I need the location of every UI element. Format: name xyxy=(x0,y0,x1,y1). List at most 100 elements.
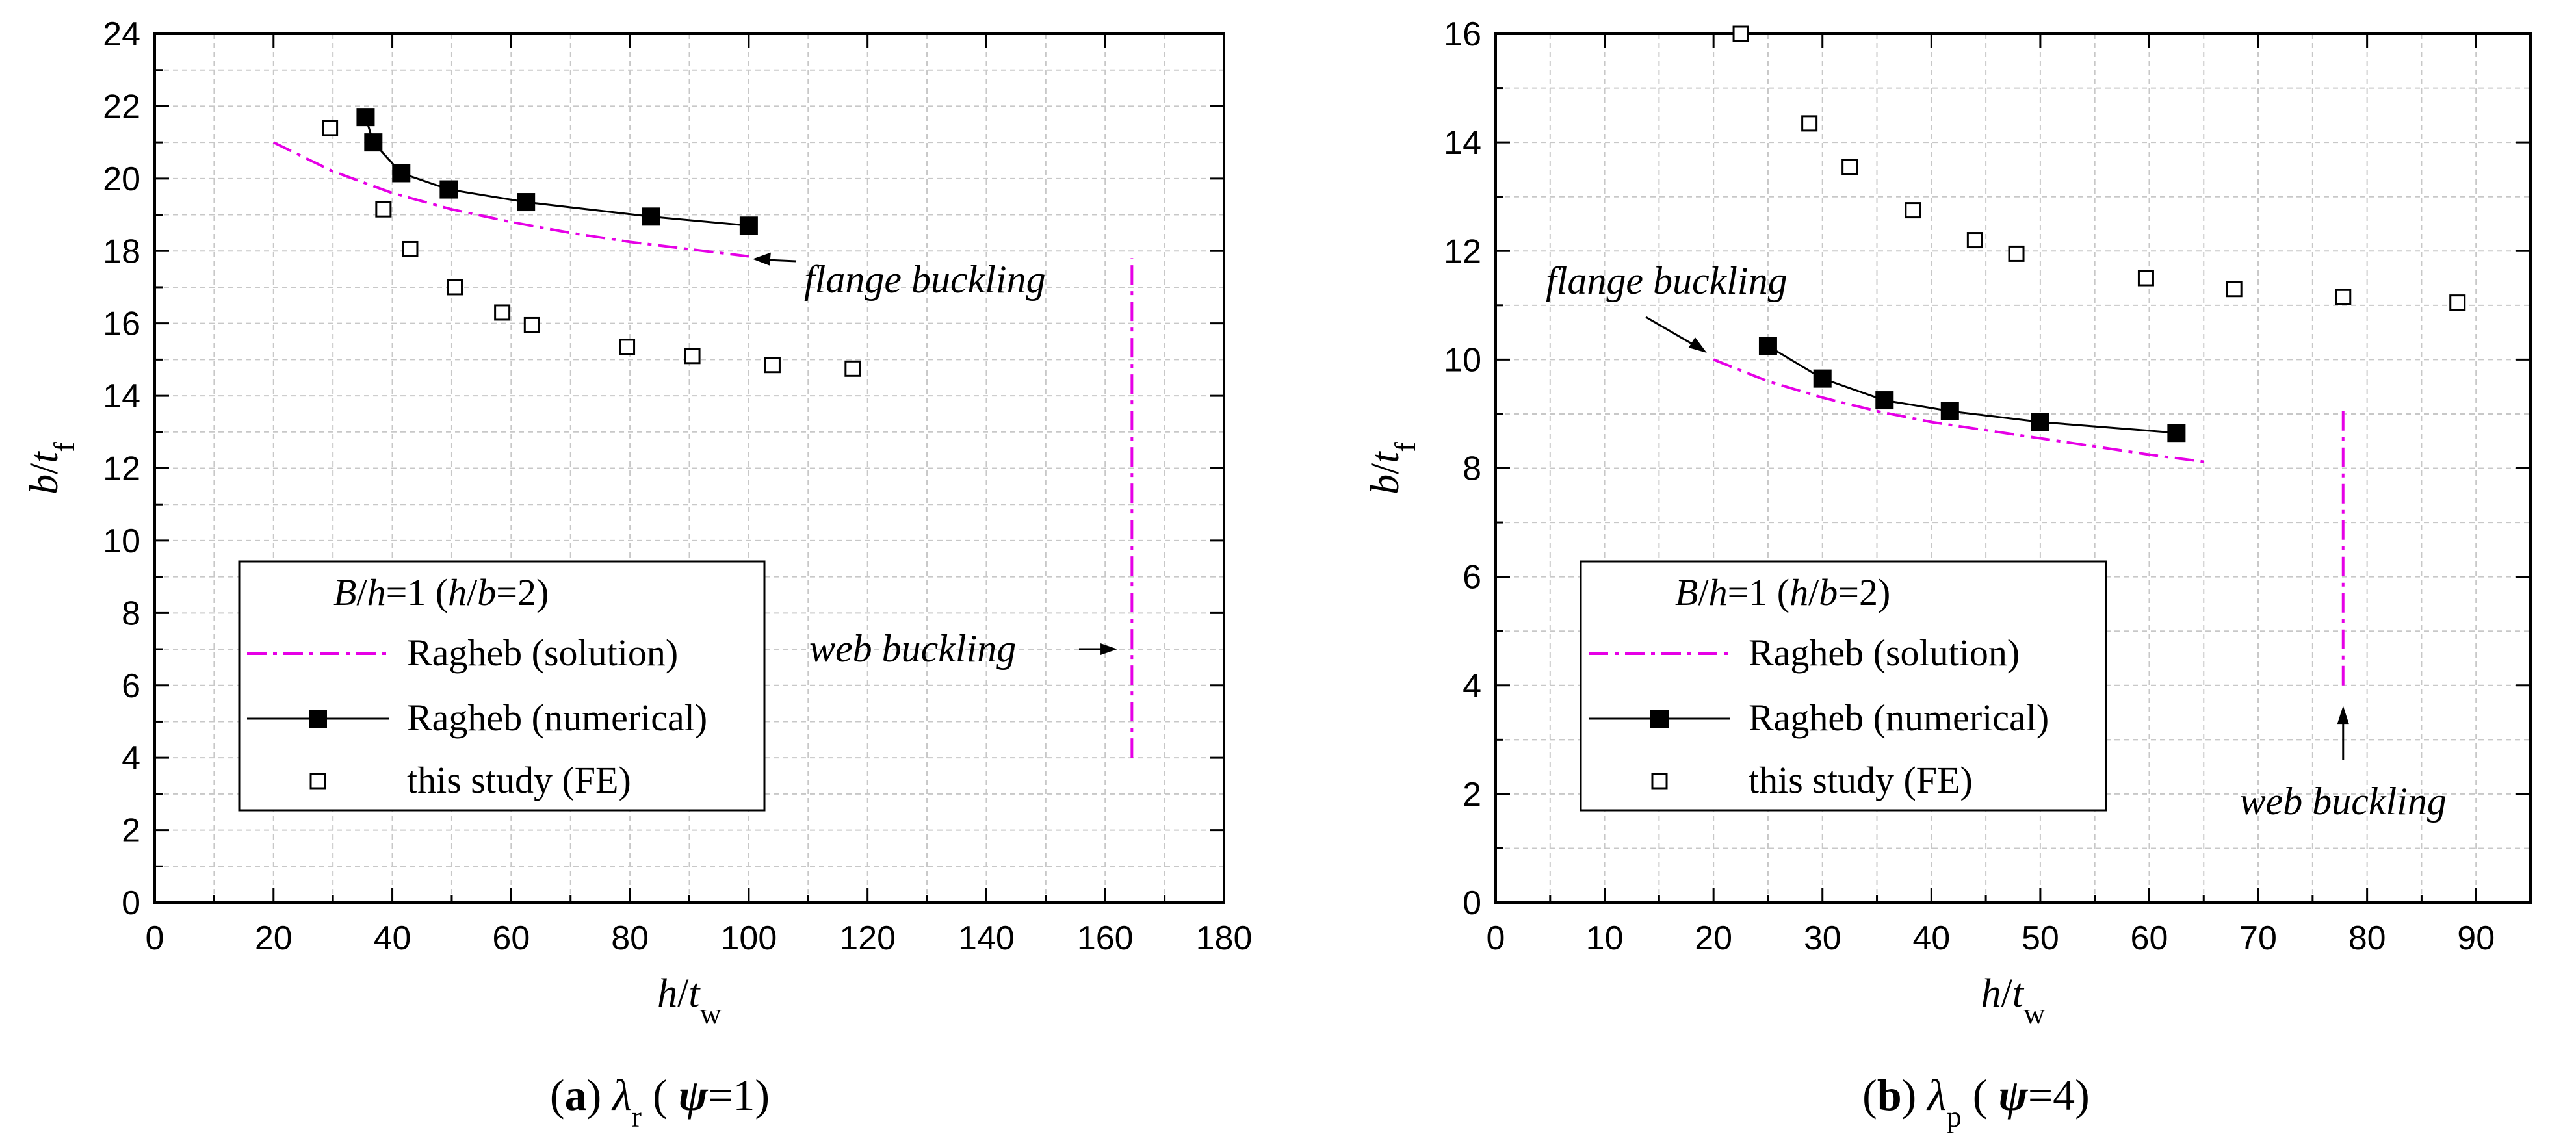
y-axis-title: b/tf xyxy=(22,441,81,494)
point-this-study-fe xyxy=(1801,115,1818,132)
point-this-study-fe xyxy=(2008,245,2025,262)
annotation-arrow xyxy=(1645,316,1697,348)
x-tick-label: 160 xyxy=(1077,919,1134,957)
y-tick-label: 12 xyxy=(1444,233,1481,270)
y-tick-label: 10 xyxy=(103,522,140,560)
point-ragheb-numerical xyxy=(642,207,660,226)
legend-entry: Ragheb (numerical) xyxy=(1749,697,2049,739)
legend-entry: Ragheb (numerical) xyxy=(407,697,707,739)
point-ragheb-numerical xyxy=(1758,337,1777,355)
y-tick-label: 2 xyxy=(1463,776,1481,814)
point-this-study-fe xyxy=(1966,232,1983,249)
y-tick-label: 8 xyxy=(1463,450,1481,488)
y-tick-label: 2 xyxy=(122,812,140,850)
series-ragheb-solution xyxy=(272,141,749,258)
y-tick-label: 4 xyxy=(122,739,140,777)
annotation-flange-buckling: flange buckling xyxy=(1546,259,1788,302)
x-tick-label: 80 xyxy=(2348,919,2386,957)
point-this-study-fe xyxy=(523,316,540,333)
y-tick-label: 0 xyxy=(1463,884,1481,922)
point-ragheb-numerical xyxy=(517,193,536,212)
panel-caption: (a) λr ( ψ=1) xyxy=(550,1070,770,1133)
point-this-study-fe xyxy=(402,240,419,257)
y-tick-label: 6 xyxy=(122,667,140,705)
point-this-study-fe xyxy=(2226,281,2243,298)
y-tick-label: 14 xyxy=(1444,124,1481,162)
legend-marker-numerical xyxy=(309,710,327,728)
y-tick-label: 16 xyxy=(103,305,140,343)
x-tick-label: 40 xyxy=(374,919,411,957)
legend-entry: Ragheb (solution) xyxy=(407,632,678,674)
point-this-study-fe xyxy=(2449,294,2466,311)
annotation-flange-buckling: flange buckling xyxy=(804,258,1046,301)
legend-title: B/h=1 (h/b=2) xyxy=(333,571,549,613)
point-this-study-fe xyxy=(2137,270,2154,287)
point-this-study-fe xyxy=(684,348,701,365)
x-tick-label: 70 xyxy=(2239,919,2277,957)
point-this-study-fe xyxy=(447,279,463,296)
chart-panel-b: 0 10 20 30 40 50 60 70 80 90 0 2 4 6 8 10 12 14 16 h/tw b/tf… xyxy=(1363,16,2532,1133)
point-ragheb-numerical xyxy=(1940,402,1959,420)
annotation-web-buckling: web buckling xyxy=(809,627,1016,670)
legend-box xyxy=(1580,560,2107,812)
x-tick-label: 100 xyxy=(721,919,777,957)
point-this-study-fe xyxy=(1905,202,1921,219)
x-tick-label: 60 xyxy=(492,919,530,957)
point-ragheb-numerical xyxy=(439,180,458,199)
annotation-arrowhead xyxy=(1100,643,1118,656)
point-this-study-fe xyxy=(375,201,392,218)
point-this-study-fe xyxy=(1841,159,1858,175)
annotation-arrowhead xyxy=(1688,337,1707,353)
x-tick-label: 0 xyxy=(1487,919,1505,957)
y-tick-label: 24 xyxy=(103,16,140,53)
y-tick-label: 4 xyxy=(1463,667,1481,705)
x-tick-label: 140 xyxy=(958,919,1015,957)
legend: B/h=1 (h/b=2) Ragheb (solution) Ragheb (nu… xyxy=(238,560,766,812)
y-tick-label: 14 xyxy=(103,378,140,415)
point-ragheb-numerical xyxy=(364,133,383,152)
point-this-study-fe xyxy=(1732,25,1749,42)
annotation-arrowhead xyxy=(752,252,771,266)
legend-entry: Ragheb (solution) xyxy=(1749,632,2020,674)
x-tick-label: 60 xyxy=(2131,919,2168,957)
series-ragheb-numerical xyxy=(364,116,749,227)
point-this-study-fe xyxy=(764,357,781,374)
point-ragheb-numerical xyxy=(1875,391,1894,410)
point-this-study-fe xyxy=(619,339,636,355)
y-axis-title: b/tf xyxy=(1363,441,1422,494)
legend-entry: this study (FE) xyxy=(1749,759,1973,801)
series-ragheb-solution xyxy=(1713,358,2204,463)
point-ragheb-numerical xyxy=(2031,413,2049,431)
x-tick-label: 90 xyxy=(2457,919,2495,957)
y-tick-label: 0 xyxy=(122,884,140,922)
legend-title: B/h=1 (h/b=2) xyxy=(1675,571,1890,613)
x-tick-label: 120 xyxy=(839,919,896,957)
annotation-arrowhead xyxy=(2337,706,2349,725)
x-tick-label: 20 xyxy=(255,919,293,957)
annotation-web-buckling: web buckling xyxy=(2240,780,2447,823)
x-tick-label: 10 xyxy=(1586,919,1624,957)
point-ragheb-numerical xyxy=(356,108,375,127)
x-tick-label: 50 xyxy=(2022,919,2059,957)
point-this-study-fe xyxy=(322,120,339,136)
x-tick-label: 40 xyxy=(1912,919,1950,957)
y-tick-label: 18 xyxy=(103,233,140,270)
y-tick-label: 12 xyxy=(103,450,140,488)
point-ragheb-numerical xyxy=(739,216,758,235)
point-this-study-fe xyxy=(844,360,861,377)
x-tick-label: 0 xyxy=(146,919,164,957)
panel-caption: (b) λp ( ψ=4) xyxy=(1862,1070,2090,1133)
x-tick-label: 20 xyxy=(1695,919,1732,957)
x-axis-title: h/tw xyxy=(1981,971,2046,1030)
x-axis-title: h/tw xyxy=(657,971,722,1030)
legend-marker-fe xyxy=(309,773,326,790)
point-this-study-fe xyxy=(494,304,511,321)
x-tick-label: 30 xyxy=(1804,919,1841,957)
point-this-study-fe xyxy=(2335,289,2352,305)
chart-panel-a: 0 20 40 60 80 100 120 140 160 1800246810121416182… xyxy=(22,16,1252,1133)
legend: B/h=1 (h/b=2) Ragheb (solution) Ragheb (nu… xyxy=(1580,560,2107,812)
legend-entry: this study (FE) xyxy=(407,759,631,801)
point-ragheb-numerical xyxy=(392,164,411,183)
x-tick-label: 180 xyxy=(1196,919,1253,957)
